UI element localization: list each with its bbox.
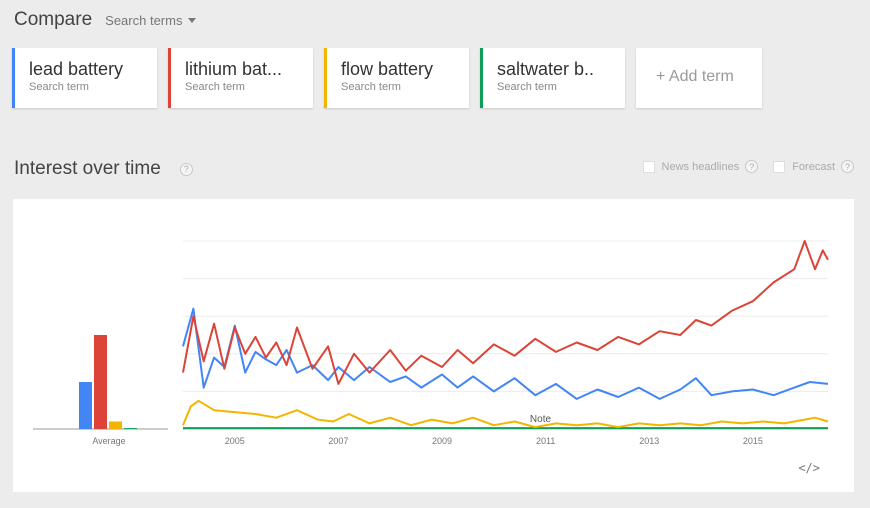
x-tick-label: 2007: [328, 436, 348, 446]
news-headlines-option[interactable]: News headlines ?: [642, 160, 759, 173]
search-terms-dropdown[interactable]: Search terms: [105, 13, 197, 28]
term-color-bar: [480, 48, 483, 108]
term-card-lithium-battery[interactable]: lithium bat... Search term: [168, 48, 313, 108]
section-heading: Interest over time ?: [14, 158, 193, 180]
search-terms-dropdown-label: Search terms: [105, 13, 183, 28]
x-tick-label: 2011: [536, 436, 555, 446]
term-color-bar: [12, 48, 15, 108]
help-icon[interactable]: ?: [745, 160, 759, 173]
add-term-label: + Add term: [656, 68, 734, 85]
average-bar: [124, 428, 137, 430]
x-tick-label: 2009: [432, 436, 452, 446]
term-label: saltwater b..: [497, 59, 595, 79]
term-label: lead battery: [29, 59, 124, 79]
term-cards: lead battery Search term lithium bat... …: [12, 48, 773, 108]
average-bar: [109, 421, 122, 429]
term-card-saltwater-battery[interactable]: saltwater b.. Search term: [480, 48, 625, 108]
news-headlines-checkbox[interactable]: [642, 160, 655, 173]
compare-header: Compare Search terms: [14, 9, 197, 31]
chart-panel: Average 2005 2007 2009 2011 2013 2015 Note </>: [13, 199, 854, 492]
caret-down-icon: [188, 18, 197, 23]
term-sub-label: Search term: [341, 81, 401, 93]
forecast-option[interactable]: Forecast ?: [773, 160, 854, 173]
term-label: lithium bat...: [185, 59, 283, 79]
forecast-checkbox[interactable]: [773, 160, 786, 173]
term-sub-label: Search term: [497, 81, 557, 93]
term-sub-label: Search term: [29, 81, 89, 93]
embed-code-icon[interactable]: </>: [798, 461, 820, 475]
compare-title: Compare: [14, 9, 93, 30]
average-bar: [79, 382, 92, 429]
term-color-bar: [324, 48, 327, 108]
note-annotation: Note: [530, 414, 552, 425]
term-color-bar: [168, 48, 171, 108]
help-icon[interactable]: ?: [841, 160, 854, 173]
chart-options: News headlines ? Forecast ?: [628, 160, 854, 173]
series-line: [182, 307, 829, 400]
series-line: [182, 399, 829, 429]
series-line: [182, 240, 829, 385]
average-bar: [94, 335, 107, 429]
x-tick-label: 2015: [743, 436, 763, 446]
term-card-flow-battery[interactable]: flow battery Search term: [324, 48, 469, 108]
help-icon[interactable]: ?: [179, 162, 193, 176]
interest-over-time-chart: Average 2005 2007 2009 2011 2013 2015 Note: [33, 240, 829, 446]
forecast-label: Forecast: [792, 160, 835, 173]
x-tick-label: 2005: [225, 436, 245, 446]
news-headlines-label: News headlines: [661, 160, 740, 173]
interest-over-time-title: Interest over time: [14, 158, 161, 179]
x-tick-label: 2013: [639, 436, 659, 446]
term-sub-label: Search term: [185, 81, 245, 93]
average-label: Average: [92, 436, 125, 446]
term-label: flow battery: [341, 59, 434, 79]
add-term-button[interactable]: + Add term: [636, 48, 762, 108]
term-card-lead-battery[interactable]: lead battery Search term: [12, 48, 157, 108]
